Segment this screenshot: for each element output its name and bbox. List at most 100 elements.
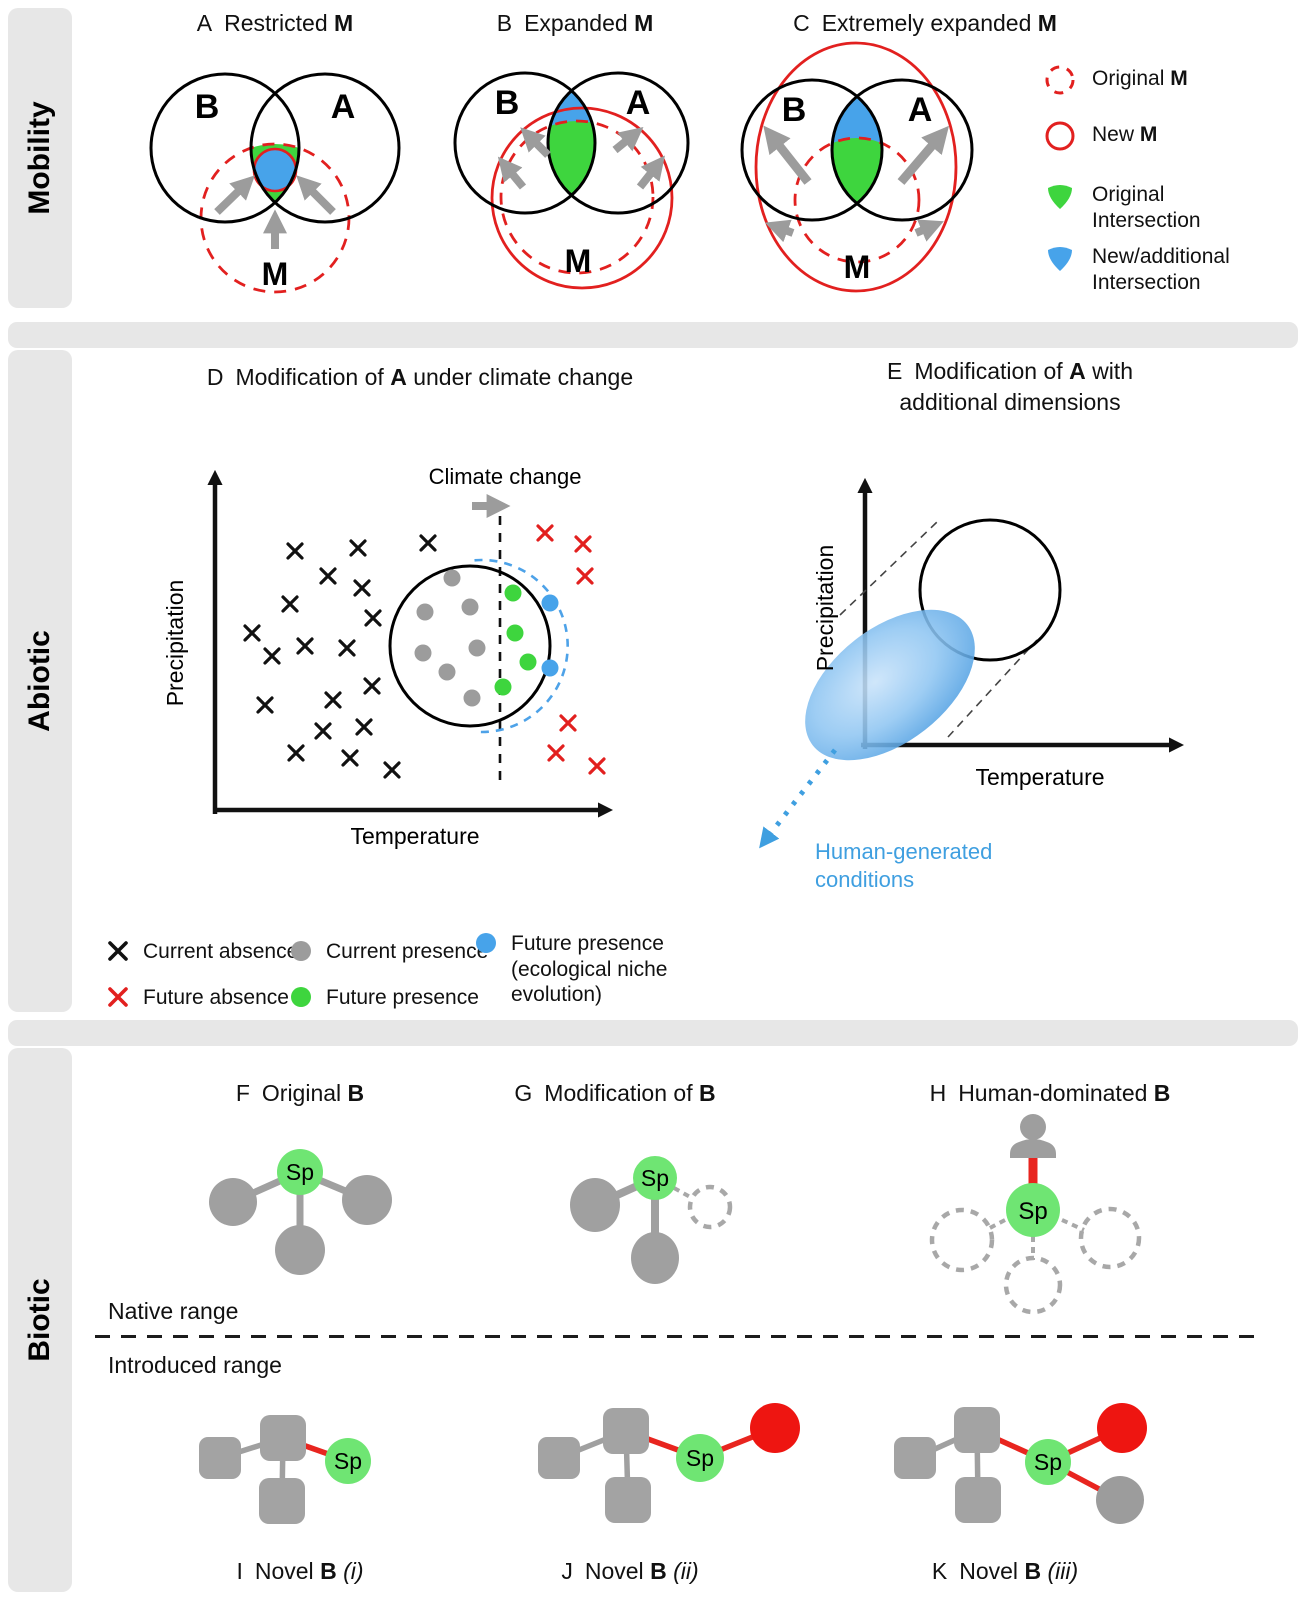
arrow-icon — [897, 125, 950, 185]
introduced-range-label: Introduced range — [108, 1352, 282, 1378]
network-modified-b: Sp — [570, 1156, 733, 1284]
x-marker — [588, 757, 606, 775]
gray-dot-icon — [291, 941, 311, 961]
legend-item: Future presence — [288, 984, 479, 1011]
separator-mobility-abiotic — [8, 322, 1298, 348]
venn-label-b: B — [195, 88, 220, 126]
legend-label: Future absence — [143, 986, 289, 1009]
dashed-link — [1061, 1218, 1085, 1232]
panel-title-bold: M — [1037, 10, 1057, 36]
panel-letter: C — [793, 10, 810, 36]
legend-text-bold: M — [1139, 123, 1158, 146]
x-marker — [574, 535, 592, 553]
range-divider-dashed-line — [95, 1335, 1262, 1338]
x-marker — [256, 696, 274, 714]
x-marker — [286, 542, 304, 560]
sp-node — [277, 1149, 323, 1195]
x-axis-label: Temperature — [350, 823, 479, 849]
legend-label: Current presence — [326, 940, 489, 963]
dashed-link — [673, 1186, 693, 1200]
red-circle-icon — [1045, 121, 1075, 151]
sp-label: Sp — [1034, 1449, 1062, 1475]
panel-title-italic: (iii) — [1047, 1558, 1079, 1584]
panel-letter: G — [514, 1080, 533, 1106]
sp-label: Sp — [686, 1445, 714, 1471]
legend-item: Current absence — [105, 938, 298, 965]
panel-letter: F — [235, 1080, 250, 1106]
panel-title-text: Modification of — [914, 358, 1063, 384]
green-dot-icon — [291, 987, 311, 1007]
arrow-icon — [636, 155, 665, 190]
y-axis-label: Precipitation — [812, 545, 838, 672]
lost-species-node — [929, 1207, 995, 1273]
panel-title-text: Novel — [254, 1558, 314, 1584]
abiotic-legend: Current absence Future absence Current p… — [100, 928, 780, 1038]
legend-item: Future presence (ecological niche evolut… — [473, 930, 691, 1008]
network-novel-b-ii: Sp — [538, 1403, 800, 1523]
venn-label-a: A — [331, 88, 356, 126]
panel-title-bold: B — [1024, 1558, 1042, 1584]
x-marker — [296, 637, 314, 655]
dot-marker — [414, 644, 432, 662]
scatter-points — [243, 524, 606, 779]
green-shield-icon — [1048, 185, 1072, 209]
x-marker — [353, 579, 371, 597]
panel-a-title: A Restricted M — [150, 8, 400, 39]
panel-title-bold: B — [320, 1558, 337, 1584]
dot-marker — [541, 594, 559, 612]
arrow-icon — [214, 175, 255, 215]
sp-node — [1006, 1183, 1060, 1237]
venn-circle-a — [249, 72, 401, 224]
sp-node — [633, 1156, 677, 1200]
x-marker — [243, 624, 261, 642]
legend-text-bold: M — [1170, 67, 1188, 90]
panel-letter: H — [929, 1080, 947, 1106]
original-m-circle — [499, 119, 655, 275]
climate-change-plot: Climate change Temperature Precipitation — [162, 464, 614, 849]
dot-marker — [461, 598, 479, 616]
x-marker — [383, 761, 401, 779]
additional-dimensions-plot: Temperature Precipitation — [759, 477, 1185, 849]
blue-dot-icon — [476, 933, 496, 953]
new-m-circle — [754, 41, 958, 293]
resident-node — [259, 1478, 305, 1524]
panel-letter: K — [931, 1558, 948, 1584]
panel-title-text: Original — [261, 1080, 342, 1106]
venn-circle-a — [546, 71, 690, 215]
sp-node — [325, 1438, 371, 1484]
resident-node — [603, 1408, 649, 1454]
abiotic-label: Abiotic — [23, 630, 56, 732]
panel-title-text: Human-dominated — [958, 1080, 1148, 1106]
panel-title-italic: (ii) — [673, 1558, 699, 1584]
resident-node — [955, 1477, 1001, 1523]
future-niche-dashed-arc — [474, 558, 569, 734]
panel-e-title: E Modification of A with additional dimen… — [855, 356, 1165, 418]
legend-item: Future absence — [105, 984, 289, 1011]
panel-c-title: C Extremely expanded M — [755, 8, 1095, 39]
x-marker — [355, 718, 373, 736]
x-marker — [547, 744, 565, 762]
legend-item: New/additional Intersection — [1042, 240, 1252, 295]
human-conditions-ellipse — [805, 609, 975, 761]
panel-title-bold: A — [390, 364, 407, 390]
x-marker — [319, 567, 337, 585]
panel-b-title: B Expanded M — [450, 8, 700, 39]
arrow-icon — [612, 126, 644, 154]
sp-label: Sp — [286, 1159, 314, 1185]
panel-title-text: Extremely expanded — [821, 10, 1032, 36]
panel-title-text: Novel — [959, 1558, 1019, 1584]
panel-letter: A — [196, 10, 213, 36]
panel-title-text: Novel — [584, 1558, 644, 1584]
arrow-icon — [497, 156, 527, 190]
panel-title-italic: (i) — [343, 1558, 364, 1584]
novel-enemy-node — [1097, 1403, 1147, 1453]
dot-marker — [494, 678, 512, 696]
resident-node — [199, 1437, 241, 1479]
panel-title-bold: B — [650, 1558, 667, 1584]
dot-marker — [541, 659, 559, 677]
legend-label: New M — [1092, 118, 1157, 148]
person-icon — [1020, 1114, 1046, 1140]
species-node — [631, 1232, 679, 1284]
human-generated-conditions-label: Human-generated conditions — [815, 839, 993, 892]
novel-enemy-node — [750, 1403, 800, 1453]
